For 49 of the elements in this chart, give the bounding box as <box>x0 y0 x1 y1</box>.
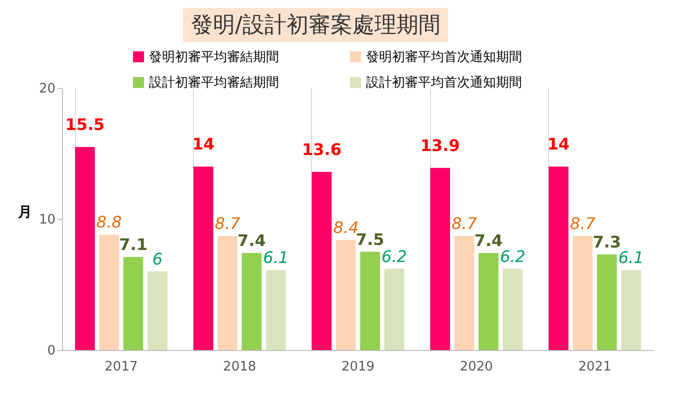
data-label: 7.4 <box>238 231 266 250</box>
legend-label: 設計初審平均審結期間 <box>149 74 279 90</box>
bar <box>75 146 95 350</box>
bar <box>548 166 568 350</box>
data-label: 13.9 <box>420 136 460 155</box>
x-tick-label: 2018 <box>223 360 256 374</box>
x-tick-label: 2019 <box>341 360 375 374</box>
data-label: 8.8 <box>96 212 122 232</box>
data-label: 6.1 <box>263 248 289 268</box>
bar <box>360 252 380 350</box>
bar <box>430 168 450 350</box>
bar <box>572 236 593 350</box>
y-axis-title: 月 <box>16 204 32 220</box>
legend-label: 發明初審平均首次通知期間 <box>366 48 522 65</box>
chart-title: 發明/設計初審案處理期間 <box>183 8 448 42</box>
bar <box>384 268 404 350</box>
data-label: 7.1 <box>119 234 148 254</box>
bar <box>242 253 262 350</box>
data-label: 15.5 <box>65 114 105 134</box>
bar <box>502 268 523 350</box>
bar <box>312 172 332 350</box>
bar <box>148 271 168 350</box>
bar <box>193 166 214 350</box>
bar <box>621 270 641 350</box>
legend-label: 發明初審平均審結期間 <box>149 48 279 65</box>
data-label: 8.7 <box>214 214 242 234</box>
data-label: 8.7 <box>452 214 478 234</box>
bar <box>266 270 286 350</box>
bar <box>478 253 498 350</box>
data-label: 6.2 <box>382 246 407 266</box>
y-tick-label: 10 <box>38 212 56 228</box>
y-tick-label: 20 <box>38 82 56 96</box>
bar <box>454 236 474 350</box>
x-tick-label: 2020 <box>460 360 493 374</box>
data-label: 14 <box>547 134 570 154</box>
y-tick-label: 0 <box>47 344 56 358</box>
bar <box>596 254 617 350</box>
data-label: 14 <box>192 134 214 154</box>
bar <box>218 236 238 350</box>
data-label: 7.5 <box>356 230 384 249</box>
data-label: 6 <box>152 249 163 268</box>
data-label: 8.7 <box>570 214 596 234</box>
data-label: 13.6 <box>302 140 342 159</box>
x-tick-label: 2021 <box>578 360 612 374</box>
bar <box>123 256 144 350</box>
legend-label: 設計初審平均首次通知期間 <box>366 74 522 90</box>
x-tick-label: 2017 <box>104 360 138 374</box>
bar <box>336 240 356 350</box>
bar <box>99 234 120 350</box>
